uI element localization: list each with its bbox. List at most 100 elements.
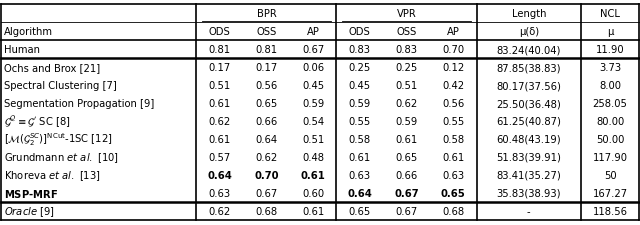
- Text: $\mathcal{G}^{\mathcal{Q}} \equiv \mathcal{G}'$ SC [8]: $\mathcal{G}^{\mathcal{Q}} \equiv \mathc…: [4, 114, 71, 129]
- Text: 60.48(43.19): 60.48(43.19): [497, 134, 561, 144]
- Text: 61.25(40.87): 61.25(40.87): [496, 117, 561, 126]
- Text: 0.51: 0.51: [302, 134, 324, 144]
- Text: $\it{Oracle}$ [9]: $\it{Oracle}$ [9]: [4, 204, 55, 218]
- Text: 0.58: 0.58: [349, 134, 371, 144]
- Text: 11.90: 11.90: [596, 45, 625, 55]
- Text: AP: AP: [447, 27, 460, 37]
- Text: 80.00: 80.00: [596, 117, 624, 126]
- Text: 0.17: 0.17: [255, 63, 278, 73]
- Text: 0.59: 0.59: [349, 99, 371, 108]
- Text: Algorithm: Algorithm: [4, 27, 53, 37]
- Text: 0.67: 0.67: [255, 188, 278, 198]
- Text: $[\mathcal{M}(\mathcal{G}^{SC}_{2})]^{\mathrm{NCut}}$-1SC [12]: $[\mathcal{M}(\mathcal{G}^{SC}_{2})]^{\m…: [4, 131, 113, 148]
- Text: 0.68: 0.68: [255, 206, 278, 216]
- Text: 0.57: 0.57: [209, 152, 231, 162]
- Text: Khoreva $\it{et\ al.}$ [13]: Khoreva $\it{et\ al.}$ [13]: [4, 168, 100, 182]
- Text: AP: AP: [307, 27, 319, 37]
- Text: NCL: NCL: [600, 9, 620, 19]
- Text: 0.25: 0.25: [349, 63, 371, 73]
- Text: 0.83: 0.83: [349, 45, 371, 55]
- Text: 0.61: 0.61: [396, 134, 418, 144]
- Text: 118.56: 118.56: [593, 206, 628, 216]
- Text: 0.54: 0.54: [302, 117, 324, 126]
- Text: 35.83(38.93): 35.83(38.93): [497, 188, 561, 198]
- Text: 51.83(39.91): 51.83(39.91): [496, 152, 561, 162]
- Text: $\bf{MSP}$-$\bf{MRF}$: $\bf{MSP}$-$\bf{MRF}$: [4, 187, 58, 199]
- Text: BPR: BPR: [257, 9, 276, 19]
- Text: 0.55: 0.55: [349, 117, 371, 126]
- Text: Length: Length: [511, 9, 546, 19]
- Text: 0.64: 0.64: [255, 134, 278, 144]
- Text: ODS: ODS: [349, 27, 371, 37]
- Text: 83.41(35.27): 83.41(35.27): [497, 170, 561, 180]
- Text: 0.42: 0.42: [442, 81, 464, 91]
- Text: 0.65: 0.65: [255, 99, 278, 108]
- Text: 83.24(40.04): 83.24(40.04): [497, 45, 561, 55]
- Text: 0.62: 0.62: [209, 206, 231, 216]
- Text: 0.83: 0.83: [396, 45, 417, 55]
- Text: 8.00: 8.00: [599, 81, 621, 91]
- Text: 0.55: 0.55: [442, 117, 465, 126]
- Text: 0.58: 0.58: [442, 134, 464, 144]
- Text: 0.17: 0.17: [209, 63, 231, 73]
- Text: 0.25: 0.25: [396, 63, 418, 73]
- Text: OSS: OSS: [396, 27, 417, 37]
- Text: 0.70: 0.70: [442, 45, 464, 55]
- Text: 0.51: 0.51: [396, 81, 418, 91]
- Text: 0.61: 0.61: [349, 152, 371, 162]
- Text: 167.27: 167.27: [593, 188, 628, 198]
- Text: 0.45: 0.45: [349, 81, 371, 91]
- Text: 3.73: 3.73: [599, 63, 621, 73]
- Text: Grundmann $\it{et\ al.}$ [10]: Grundmann $\it{et\ al.}$ [10]: [4, 150, 119, 164]
- Text: 0.66: 0.66: [396, 170, 418, 180]
- Text: 50.00: 50.00: [596, 134, 624, 144]
- Text: 0.67: 0.67: [396, 206, 418, 216]
- Text: 0.66: 0.66: [255, 117, 278, 126]
- Text: 0.59: 0.59: [302, 99, 324, 108]
- Text: VPR: VPR: [397, 9, 417, 19]
- Text: 0.65: 0.65: [396, 152, 418, 162]
- Text: 0.48: 0.48: [302, 152, 324, 162]
- Text: 0.81: 0.81: [255, 45, 278, 55]
- Text: 25.50(36.48): 25.50(36.48): [497, 99, 561, 108]
- Text: ODS: ODS: [209, 27, 230, 37]
- Text: 0.70: 0.70: [254, 170, 278, 180]
- Text: Spectral Clustering [7]: Spectral Clustering [7]: [4, 81, 116, 91]
- Text: 0.56: 0.56: [442, 99, 465, 108]
- Text: 117.90: 117.90: [593, 152, 628, 162]
- Text: 0.60: 0.60: [302, 188, 324, 198]
- Text: 0.62: 0.62: [209, 117, 231, 126]
- Text: Human: Human: [4, 45, 40, 55]
- Text: 0.59: 0.59: [396, 117, 418, 126]
- Text: 0.61: 0.61: [301, 170, 326, 180]
- Text: 0.64: 0.64: [207, 170, 232, 180]
- Text: 50: 50: [604, 170, 616, 180]
- Text: -: -: [527, 206, 531, 216]
- Text: 0.68: 0.68: [442, 206, 464, 216]
- Text: 87.85(38.83): 87.85(38.83): [497, 63, 561, 73]
- Text: 0.65: 0.65: [441, 188, 465, 198]
- Text: 0.63: 0.63: [442, 170, 464, 180]
- Text: 0.64: 0.64: [348, 188, 372, 198]
- Text: 0.81: 0.81: [209, 45, 231, 55]
- Text: 0.56: 0.56: [255, 81, 278, 91]
- Text: 0.12: 0.12: [442, 63, 465, 73]
- Text: Segmentation Propagation [9]: Segmentation Propagation [9]: [4, 99, 154, 108]
- Text: μ(δ): μ(δ): [518, 27, 539, 37]
- Text: 0.61: 0.61: [442, 152, 465, 162]
- Text: 0.63: 0.63: [349, 170, 371, 180]
- Text: 0.62: 0.62: [396, 99, 418, 108]
- Text: 0.65: 0.65: [349, 206, 371, 216]
- Text: 0.63: 0.63: [209, 188, 231, 198]
- Text: 0.51: 0.51: [209, 81, 231, 91]
- Text: OSS: OSS: [256, 27, 276, 37]
- Text: 0.45: 0.45: [302, 81, 324, 91]
- Text: Ochs and Brox [21]: Ochs and Brox [21]: [4, 63, 100, 73]
- Text: 0.61: 0.61: [209, 134, 231, 144]
- Text: 0.61: 0.61: [209, 99, 231, 108]
- Text: 0.67: 0.67: [302, 45, 324, 55]
- Text: 0.06: 0.06: [302, 63, 324, 73]
- Text: 80.17(37.56): 80.17(37.56): [496, 81, 561, 91]
- Text: 258.05: 258.05: [593, 99, 628, 108]
- Text: 0.62: 0.62: [255, 152, 278, 162]
